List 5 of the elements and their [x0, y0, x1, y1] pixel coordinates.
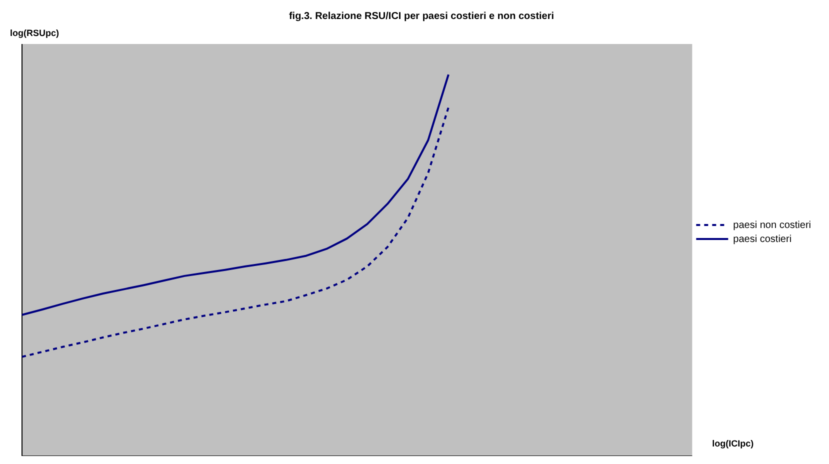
x-axis-title: log(ICIpc)	[712, 438, 754, 448]
chart-title: fig.3. Relazione RSU/ICI per paesi costieri e non costieri	[288, 10, 554, 22]
y-axis-title: log(RSUpc)	[10, 28, 59, 38]
legend-label: paesi costieri	[733, 234, 792, 245]
legend-label: paesi non costieri	[733, 220, 812, 231]
